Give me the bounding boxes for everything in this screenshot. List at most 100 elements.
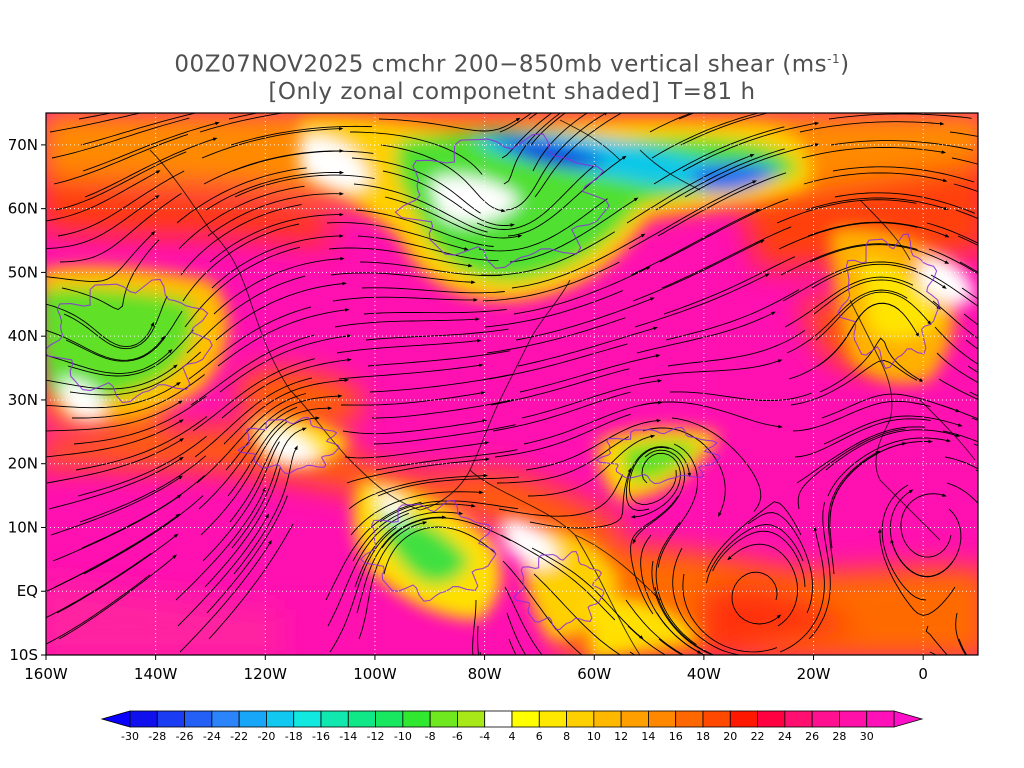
streamline [682, 573, 778, 653]
streamline [369, 373, 512, 393]
streamline [506, 612, 527, 655]
streamline [946, 482, 978, 505]
colorbar-label: 20 [723, 730, 737, 743]
streamline [780, 243, 918, 276]
lat-lon-grid [46, 113, 978, 655]
streamline [75, 416, 208, 471]
streamline [973, 443, 978, 447]
streamline [227, 406, 333, 497]
colorbar-swatch [702, 710, 731, 728]
streamline [977, 496, 978, 497]
streamline [934, 326, 978, 365]
streamline [353, 183, 488, 233]
streamline [727, 543, 798, 627]
colorbar-label: 12 [614, 730, 628, 743]
streamline [61, 239, 160, 311]
streamline [325, 501, 422, 601]
streamline [230, 125, 373, 146]
streamline [380, 144, 506, 213]
streamline [199, 113, 286, 133]
streamline [494, 413, 631, 458]
streamline [502, 560, 583, 655]
streamline [330, 272, 476, 284]
streamline [625, 446, 692, 511]
streamline [515, 297, 655, 341]
colorbar-swatch [184, 710, 213, 728]
streamline [225, 394, 343, 471]
streamline [350, 131, 483, 175]
streamline [180, 204, 302, 276]
streamline [776, 199, 917, 224]
x-tick-label: 80W [468, 665, 502, 683]
streamline [476, 164, 596, 230]
streamline [889, 489, 954, 577]
streamline [778, 222, 918, 250]
streamline [46, 348, 173, 374]
colorbar-label: 6 [536, 730, 543, 743]
streamline [499, 113, 533, 133]
streamline [971, 417, 978, 421]
streamline [354, 511, 464, 588]
streamline [706, 501, 802, 573]
streamline [84, 137, 218, 198]
streamline [209, 212, 344, 263]
streamline [527, 434, 656, 497]
colorbar-swatch [648, 710, 677, 728]
streamline [530, 113, 567, 146]
streamline [630, 495, 679, 615]
streamline [926, 222, 978, 244]
colorbar-label: 24 [778, 730, 792, 743]
streamline [640, 401, 783, 429]
streamline [784, 276, 914, 328]
colorbar-label: 8 [563, 730, 570, 743]
streamline [532, 113, 588, 172]
colorbar-swatch [484, 710, 513, 728]
streamline [478, 198, 608, 252]
streamline [809, 244, 950, 264]
streamline [498, 474, 624, 517]
streamline [811, 263, 947, 289]
colorbar-label: -18 [285, 730, 303, 743]
streamline [529, 467, 632, 529]
streamline [951, 157, 978, 165]
colorbar-label: -10 [394, 730, 412, 743]
streamline [534, 113, 623, 198]
streamline [215, 281, 347, 341]
y-tick-label: 20N [8, 455, 38, 473]
streamline [488, 343, 628, 380]
colorbar-swatch [293, 710, 322, 728]
streamline [365, 328, 509, 341]
streamline [382, 170, 515, 227]
streamline [980, 522, 1016, 659]
streamline [65, 310, 183, 362]
streamline [480, 231, 615, 276]
streamline [48, 456, 184, 510]
streamline [46, 553, 152, 619]
streamline [507, 155, 627, 237]
streamline [46, 419, 184, 458]
streamline [657, 172, 787, 237]
streamline [327, 512, 409, 627]
streamline [46, 231, 156, 283]
streamline [706, 524, 804, 584]
streamline [731, 571, 782, 625]
streamline [942, 430, 978, 443]
streamline [55, 151, 187, 211]
shading-weak-shear [46, 118, 975, 655]
streamline [329, 527, 397, 653]
streamline [357, 235, 499, 261]
streamline [953, 183, 978, 193]
streamline [900, 493, 952, 558]
streamline [378, 117, 521, 132]
contour-line [360, 499, 497, 602]
colorbar-label: 26 [805, 730, 819, 743]
streamline [194, 377, 313, 458]
streamline [207, 191, 344, 237]
streamline [938, 378, 978, 401]
streamline [338, 363, 484, 380]
contour-line [237, 416, 340, 475]
streamline [656, 612, 706, 655]
streamline [930, 274, 978, 307]
colorbar-swatch [320, 710, 349, 728]
